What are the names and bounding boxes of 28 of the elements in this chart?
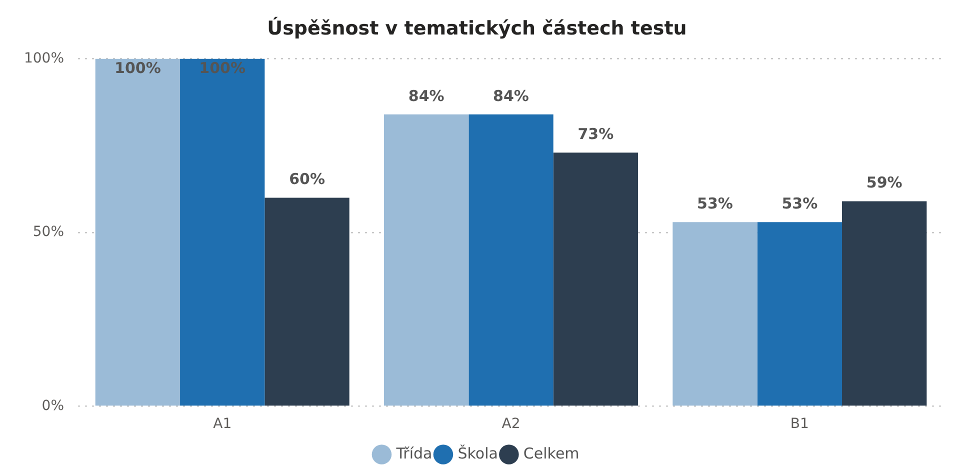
bar [95,58,180,406]
bar [842,201,927,406]
bar [180,58,265,406]
legend-label: Škola [458,444,498,462]
data-label: 53% [697,194,733,212]
x-tick-label: A2 [502,416,520,432]
x-tick-label: B1 [790,416,809,432]
y-tick-label: 100% [24,50,64,66]
bar [757,222,842,406]
legend-label: Třída [395,444,432,462]
data-label: 60% [289,170,325,188]
legend-label: Celkem [523,444,580,462]
data-label: 73% [578,124,614,143]
bar [384,114,469,406]
data-label: 84% [493,86,529,105]
data-label: 84% [408,86,444,105]
y-tick-label: 0% [42,398,64,414]
y-tick-label: 50% [32,224,64,240]
bar [672,222,758,406]
bar [553,152,638,406]
bar [468,114,554,406]
x-tick-label: A1 [213,416,232,432]
data-label: 100% [114,59,161,78]
data-label: 59% [866,174,902,192]
data-label: 100% [199,59,246,78]
data-label: 53% [782,194,818,212]
chart-title: Úspěšnost v tematických částech testu [267,16,687,40]
bar [264,198,350,406]
